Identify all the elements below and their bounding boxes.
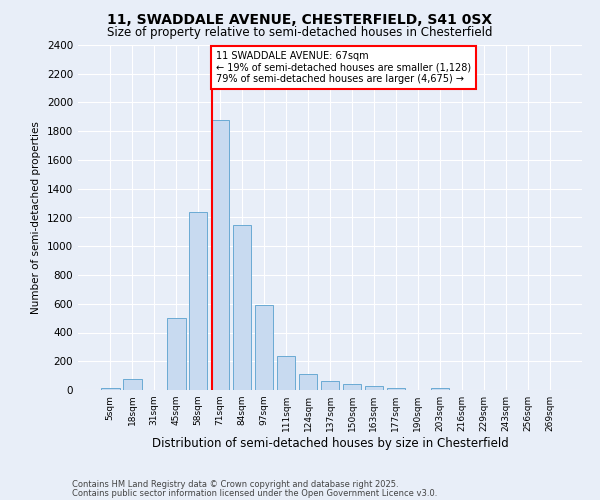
- X-axis label: Distribution of semi-detached houses by size in Chesterfield: Distribution of semi-detached houses by …: [152, 437, 508, 450]
- Bar: [386, 388, 405, 390]
- Bar: [299, 374, 317, 390]
- Bar: [343, 384, 361, 390]
- Bar: [255, 305, 274, 390]
- Bar: [320, 382, 340, 390]
- Text: Size of property relative to semi-detached houses in Chesterfield: Size of property relative to semi-detach…: [107, 26, 493, 39]
- Bar: [233, 224, 251, 390]
- Text: 11 SWADDALE AVENUE: 67sqm
← 19% of semi-detached houses are smaller (1,128)
79% : 11 SWADDALE AVENUE: 67sqm ← 19% of semi-…: [216, 50, 471, 84]
- Text: Contains public sector information licensed under the Open Government Licence v3: Contains public sector information licen…: [72, 488, 437, 498]
- Y-axis label: Number of semi-detached properties: Number of semi-detached properties: [31, 121, 41, 314]
- Bar: [123, 378, 142, 390]
- Bar: [277, 356, 295, 390]
- Text: Contains HM Land Registry data © Crown copyright and database right 2025.: Contains HM Land Registry data © Crown c…: [72, 480, 398, 489]
- Bar: [365, 386, 383, 390]
- Bar: [211, 120, 229, 390]
- Bar: [101, 388, 119, 390]
- Bar: [189, 212, 208, 390]
- Bar: [431, 388, 449, 390]
- Bar: [167, 318, 185, 390]
- Text: 11, SWADDALE AVENUE, CHESTERFIELD, S41 0SX: 11, SWADDALE AVENUE, CHESTERFIELD, S41 0…: [107, 12, 493, 26]
